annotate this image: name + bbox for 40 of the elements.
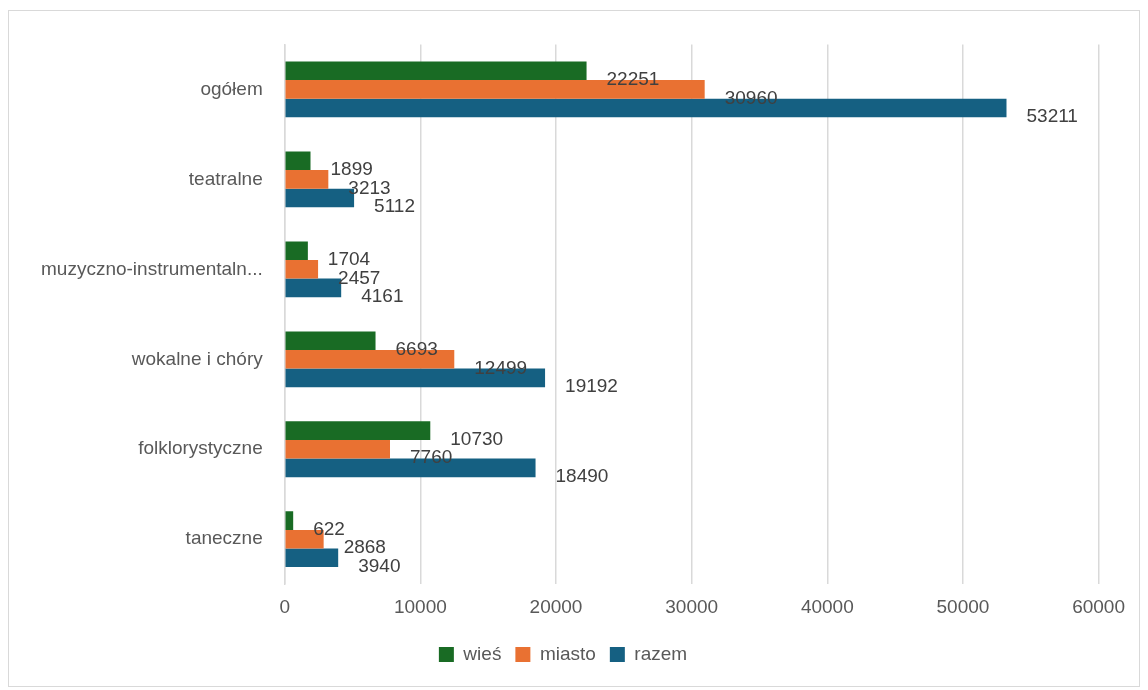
bar (285, 241, 308, 261)
y-tick-label: folklorystyczne (138, 437, 263, 459)
data-label: 18490 (555, 465, 609, 487)
data-label: 2457 (338, 266, 381, 288)
data-label: 10730 (450, 427, 504, 449)
bar (285, 170, 329, 189)
legend-label: razem (634, 642, 688, 664)
legend-label: miasto (539, 642, 596, 664)
data-label: 622 (313, 517, 345, 539)
data-label: 5112 (374, 195, 415, 217)
bar (285, 61, 587, 81)
bar (285, 511, 294, 530)
bar (285, 151, 311, 171)
x-tick-label: 30000 (665, 595, 719, 617)
bar (285, 260, 319, 279)
data-label: 19192 (565, 375, 618, 397)
data-label: 1899 (330, 157, 373, 179)
y-tick-label: ogółem (200, 77, 263, 99)
y-tick-label: muzyczno-instrumentaln... (41, 257, 263, 279)
bar (285, 421, 431, 440)
data-label: 1704 (327, 247, 371, 269)
data-label: 2868 (343, 536, 386, 558)
x-tick-label: 50000 (936, 595, 990, 617)
data-label: 7760 (410, 446, 453, 468)
x-tick-label: 60000 (1072, 595, 1125, 617)
x-tick-label: 0 (279, 595, 291, 617)
data-label: 53211 (1026, 105, 1078, 127)
y-tick-label: teatralne (188, 167, 263, 189)
data-label: 3213 (348, 176, 391, 198)
bar (285, 548, 339, 568)
bar (285, 439, 390, 459)
bar (285, 331, 376, 350)
x-tick-label: 10000 (393, 595, 447, 617)
data-label: 4161 (361, 285, 404, 307)
x-tick-label: 20000 (529, 595, 583, 617)
legend-label: wieś (462, 642, 502, 664)
y-tick-label: wokalne i chóry (130, 347, 264, 369)
y-tick-label: taneczne (185, 527, 263, 549)
x-tick-label: 40000 (800, 595, 854, 617)
data-label: 3940 (358, 555, 401, 577)
